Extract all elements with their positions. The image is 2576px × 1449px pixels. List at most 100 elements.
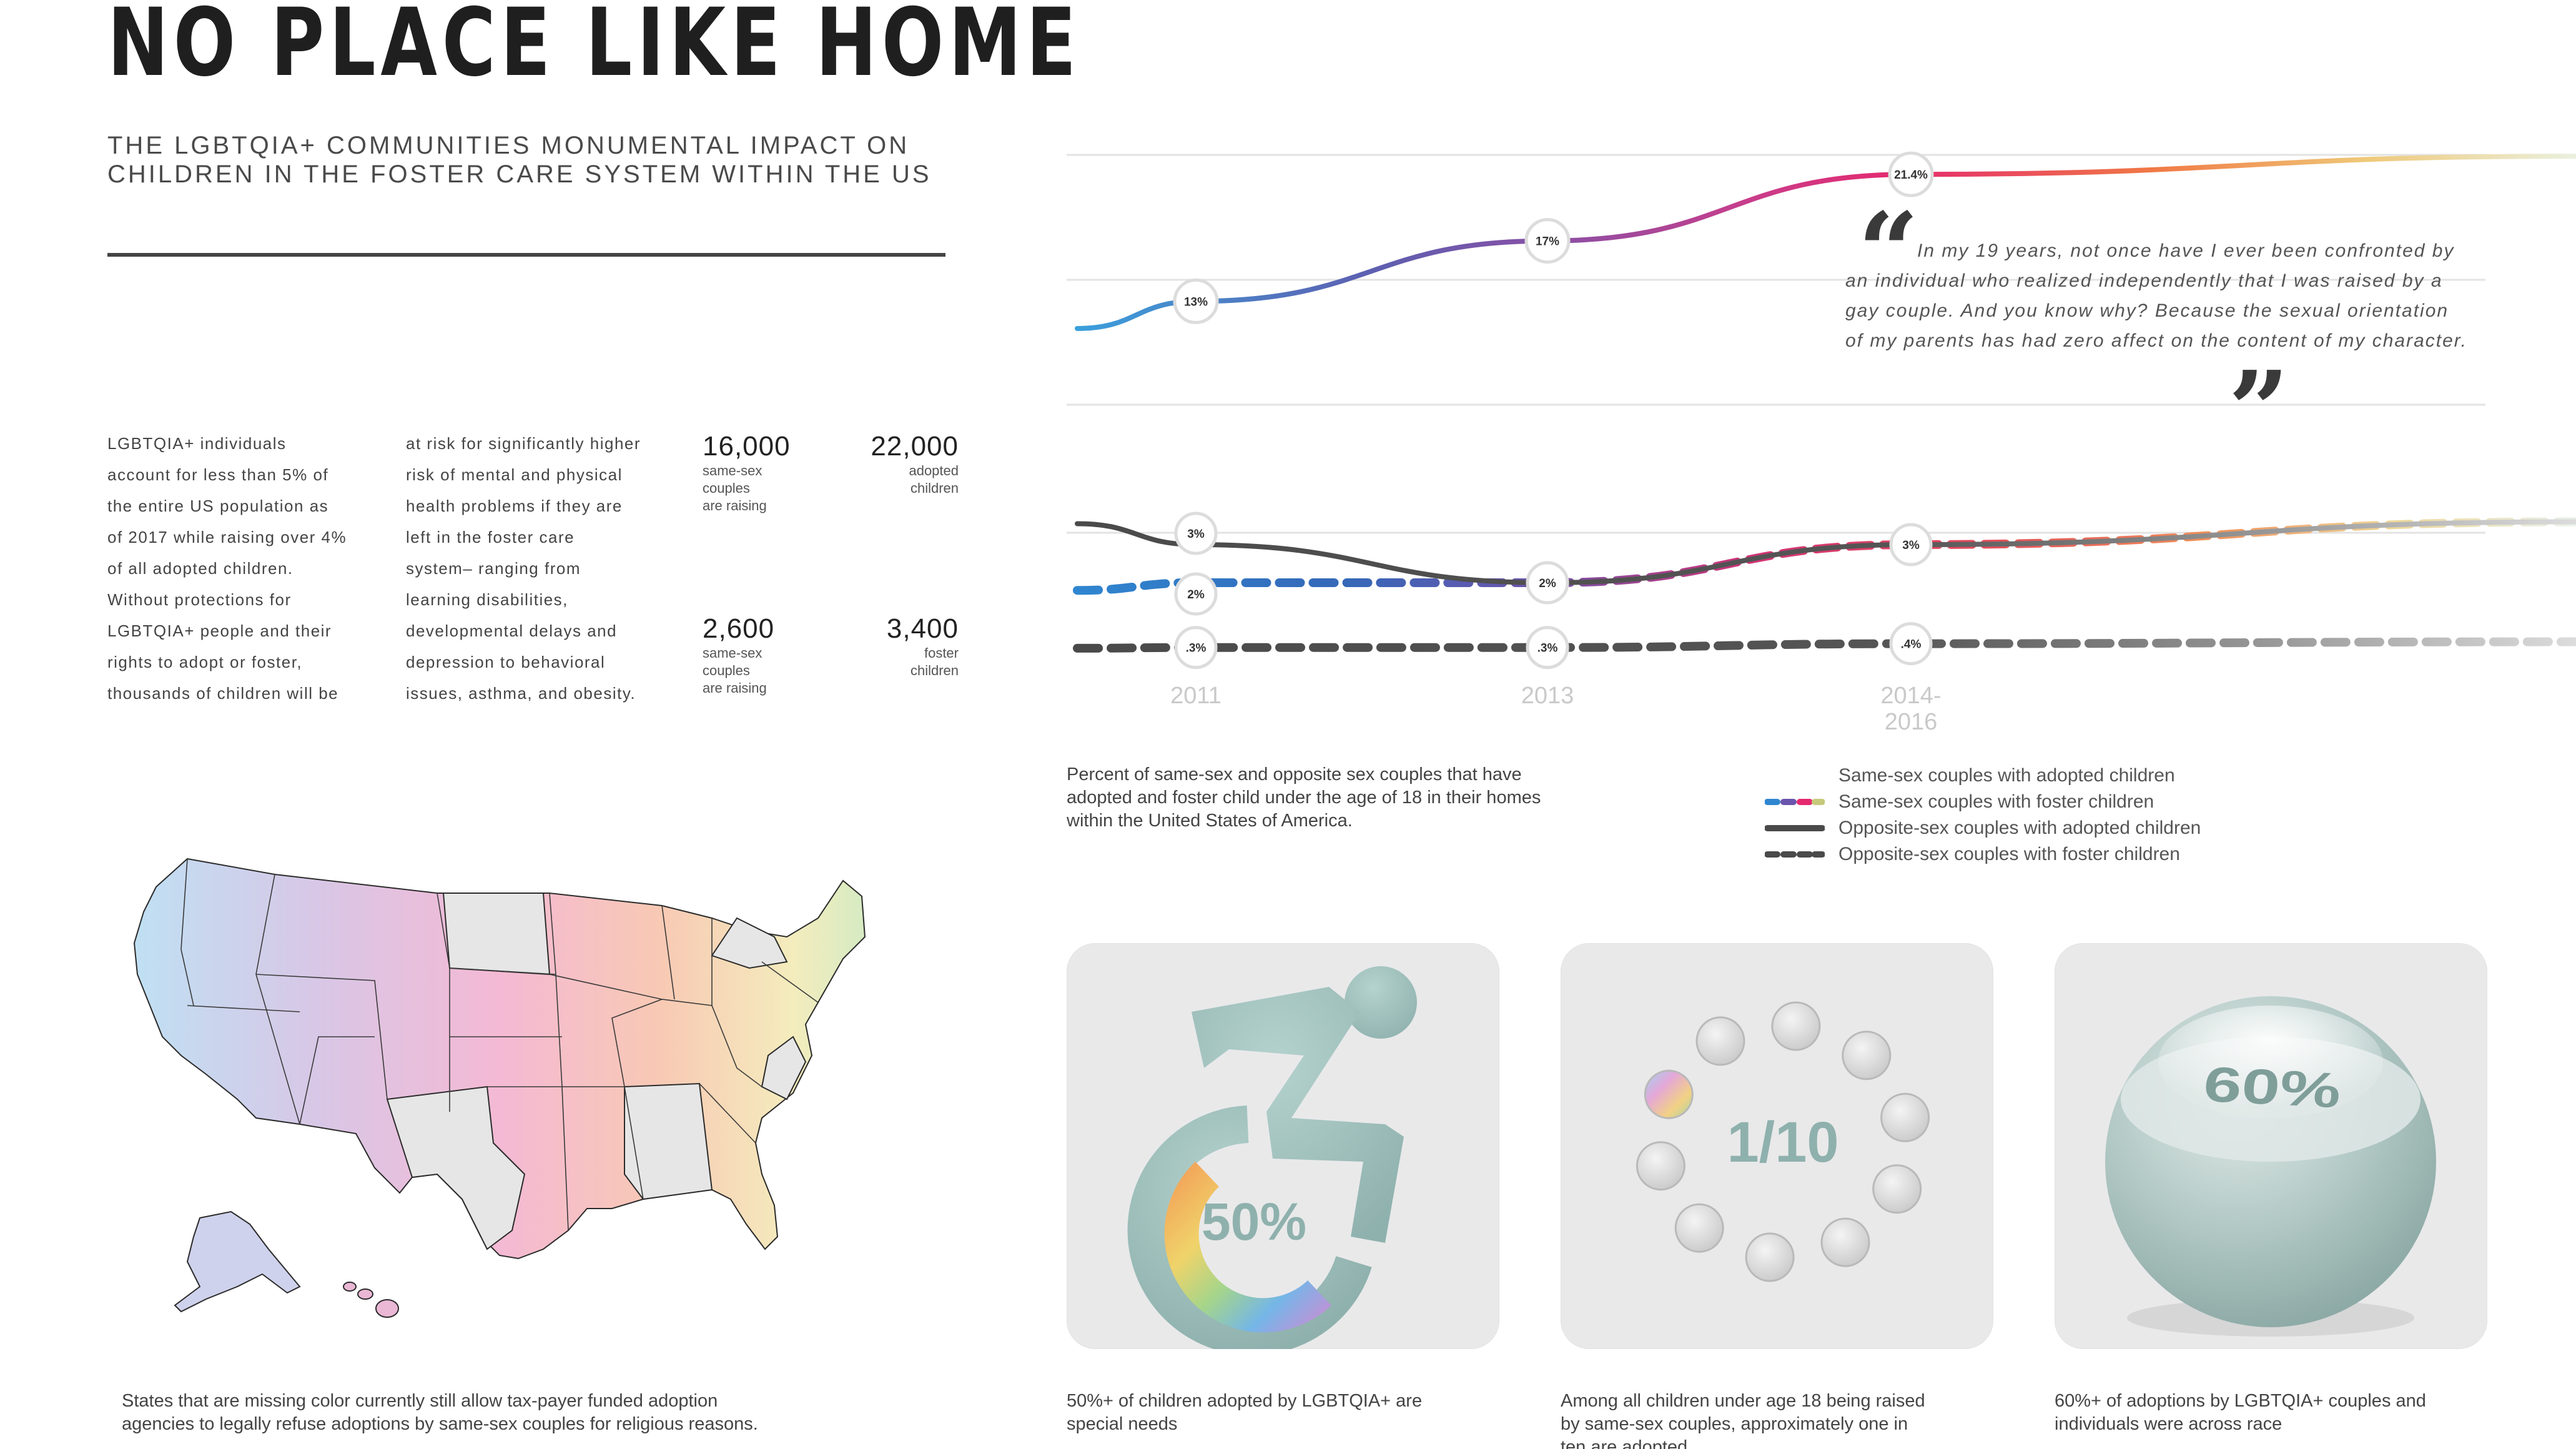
legend-swatch-gray-dashed xyxy=(1765,851,1825,858)
legend-label: Opposite-sex couples with adopted childr… xyxy=(1838,818,2201,838)
x-tick-label: 2014- 2016 xyxy=(1880,683,1942,735)
caption-line: by same-sex couples, approximately one i… xyxy=(1561,1414,1908,1434)
quote-text: In my 19 years, not once have I ever bee… xyxy=(1845,236,2470,356)
chart-caption: Percent of same-sex and opposite sex cou… xyxy=(1067,763,1541,833)
intro-line: LGBTQIA+ people and their xyxy=(107,621,332,640)
data-point-marker: 21.4% xyxy=(1888,151,1934,197)
stat-number: 3,400 xyxy=(886,613,959,644)
open-quote-mark: “ xyxy=(1858,189,1919,314)
caption-line: Percent of same-sex and opposite sex cou… xyxy=(1067,764,1522,784)
card-caption: 50%+ of children adopted by LGBTQIA+ are… xyxy=(1067,1390,1422,1436)
legend-item: Same-sex couples with foster children xyxy=(1765,789,2154,814)
stat-label: same-sex xyxy=(703,645,762,661)
map-caption: States that are missing color currently … xyxy=(122,1390,758,1436)
data-label: 13% xyxy=(1184,295,1208,309)
stat-block: 22,000 adopted children xyxy=(834,431,959,497)
series-line-4 xyxy=(1073,637,2576,653)
dots-ring-icon: 1/10 xyxy=(1636,1001,1930,1282)
intro-line: account for less than 5% of xyxy=(107,465,329,484)
data-point-marker: 3% xyxy=(1174,512,1218,555)
stat-label: children xyxy=(910,663,959,678)
stat-card-across-race: 60% xyxy=(2055,943,2487,1349)
intro-line: learning disabilities, xyxy=(406,590,568,609)
sphere-icon: 60% xyxy=(2105,996,2436,1337)
data-point-marker: 13% xyxy=(1173,278,1219,324)
intro-line: system– ranging from xyxy=(406,559,581,578)
caption-line: special needs xyxy=(1067,1414,1178,1434)
close-quote-mark: ” xyxy=(2228,348,2289,473)
intro-column-1: LGBTQIA+ individuals account for less th… xyxy=(107,428,370,709)
stat-label: are raising xyxy=(703,680,767,696)
legend-item: Opposite-sex couples with adopted childr… xyxy=(1765,816,2201,841)
data-point-marker: .3% xyxy=(1174,626,1218,670)
special-needs-value: 50% xyxy=(1202,1192,1306,1251)
title-divider xyxy=(107,253,945,257)
ring-dot xyxy=(1674,1203,1724,1253)
stat-card-special-needs: 50% xyxy=(1067,943,1499,1355)
page-title: NO PLACE LIKE HOME xyxy=(107,0,1082,97)
intro-column-2: at risk for significantly higher risk of… xyxy=(406,428,668,709)
caption-line: 50%+ of children adopted by LGBTQIA+ are xyxy=(1067,1391,1423,1411)
wheelchair-icon: 50% xyxy=(1127,966,1417,1355)
data-label: 3% xyxy=(1187,528,1205,541)
highlighted-dot xyxy=(1644,1069,1694,1119)
stat-block: 16,000 same-sex couples are raising xyxy=(703,431,827,515)
intro-line: developmental delays and xyxy=(406,621,618,640)
data-label: 17% xyxy=(1536,235,1559,249)
alaska-shape xyxy=(174,1210,301,1313)
line-chart: 13% 17% 21.4% 2% 2% 3% 3% .3% .3% .4% xyxy=(1067,151,2576,670)
x-tick-label: 2011 xyxy=(1170,683,1221,709)
caption-line: ten are adopted xyxy=(1561,1437,1688,1449)
data-point-marker: 2% xyxy=(1526,561,1569,605)
stat-card-one-in-ten: 1/10 xyxy=(1561,943,1993,1349)
subtitle-line: CHILDREN IN THE FOSTER CARE SYSTEM WITHI… xyxy=(107,161,932,188)
data-point-marker: 17% xyxy=(1524,218,1571,264)
intro-line: of 2017 while raising over 4% xyxy=(107,528,347,546)
stat-label: are raising xyxy=(703,498,767,513)
ring-dot xyxy=(1842,1031,1892,1081)
intro-line: rights to adopt or foster, xyxy=(107,653,303,671)
stat-label: foster xyxy=(924,645,959,661)
intro-line: the entire US population as xyxy=(107,497,329,515)
caption-line: agencies to legally refuse adoptions by … xyxy=(122,1414,758,1434)
us-map xyxy=(133,858,866,1318)
one-in-ten-value: 1/10 xyxy=(1727,1110,1838,1174)
x-tick-label: 2013 xyxy=(1521,683,1574,709)
subtitle-line: THE LGBTQIA+ COMMUNITIES MONUMENTAL IMPA… xyxy=(107,132,910,159)
data-point-marker: .3% xyxy=(1526,626,1569,670)
data-point-marker: 3% xyxy=(1889,523,1933,566)
intro-line: depression to behavioral xyxy=(406,653,606,671)
ring-dot xyxy=(1771,1001,1821,1051)
intro-line: risk of mental and physical xyxy=(406,465,623,484)
legend-swatch-gray-solid xyxy=(1765,825,1825,831)
caption-line: Among all children under age 18 being ra… xyxy=(1561,1391,1925,1411)
across-race-value: 60% xyxy=(2201,1057,2344,1119)
data-point-marker: .4% xyxy=(1889,622,1933,666)
stat-block: 3,400 foster children xyxy=(834,613,959,680)
intro-line: Without protections for xyxy=(107,590,292,609)
stat-block: 2,600 same-sex couples are raising xyxy=(703,613,827,697)
stat-label: couples xyxy=(703,663,750,678)
ring-dot xyxy=(1695,1016,1745,1066)
legend-swatch-rainbow-dashed xyxy=(1765,799,1825,805)
legend-item: Same-sex couples with adopted children xyxy=(1765,763,2175,788)
caption-line: States that are missing color currently … xyxy=(122,1391,718,1411)
quote-body: In my 19 years, not once have I ever bee… xyxy=(1845,240,2468,351)
data-label: 2% xyxy=(1539,577,1556,590)
intro-line: issues, asthma, and obesity. xyxy=(406,684,636,703)
ring-dot xyxy=(1880,1092,1930,1142)
hawaii-shape xyxy=(343,1282,399,1318)
intro-line: thousands of children will be xyxy=(107,684,339,703)
stat-number: 16,000 xyxy=(703,431,791,462)
ring-dot xyxy=(1745,1232,1795,1282)
ring-dot xyxy=(1636,1141,1685,1191)
page-subtitle: THE LGBTQIA+ COMMUNITIES MONUMENTAL IMPA… xyxy=(107,131,994,189)
state-borders xyxy=(180,858,819,1231)
intro-line: at risk for significantly higher xyxy=(406,434,641,453)
legend-label: Opposite-sex couples with foster childre… xyxy=(1838,844,2180,864)
legend-label: Same-sex couples with adopted children xyxy=(1838,765,2175,786)
stat-number: 2,600 xyxy=(703,613,775,644)
legend-swatch-rainbow-solid xyxy=(1765,773,1825,779)
card-caption: 60%+ of adoptions by LGBTQIA+ couples an… xyxy=(2055,1390,2426,1436)
